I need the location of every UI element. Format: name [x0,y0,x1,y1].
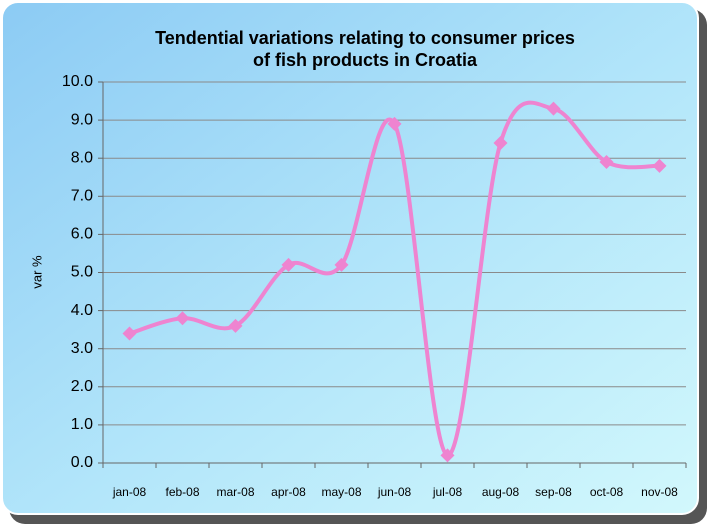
y-tick-label: 3.0 [71,340,93,357]
x-tick-label: jun-08 [377,485,412,499]
point-marker [387,116,402,131]
point-marker [652,158,667,173]
point-marker [122,326,137,341]
y-tick-label: 1.0 [71,416,93,433]
x-tick-label: aug-08 [482,485,520,499]
point-marker [175,311,190,326]
y-tick-label: 2.0 [71,378,93,395]
point-marker [440,448,455,463]
point-marker [493,135,508,150]
chart-title: of fish products in Croatia [253,50,478,70]
chart-background [1,1,699,515]
x-tick-label: mar-08 [216,485,254,499]
y-tick-label: 9.0 [71,111,93,128]
y-tick-label: 4.0 [71,302,93,319]
x-tick-label: jan-08 [112,485,147,499]
y-tick-label: 7.0 [71,188,93,205]
x-tick-label: sep-08 [535,485,572,499]
x-tick-label: jul-08 [432,485,463,499]
point-marker [599,155,614,170]
x-tick-label: apr-08 [271,485,306,499]
point-marker [546,101,561,116]
point-marker [281,257,296,272]
x-tick-label: may-08 [321,485,361,499]
y-tick-label: 6.0 [71,226,93,243]
point-marker [228,318,243,333]
chart-title: Tendential variations relating to consum… [155,28,575,48]
y-axis-label: var % [29,255,44,289]
x-tick-label: oct-08 [590,485,624,499]
y-tick-label: 10.0 [62,73,93,90]
y-tick-label: 8.0 [71,149,93,166]
point-marker [334,257,349,272]
y-tick-label: 5.0 [71,264,93,281]
x-tick-label: nov-08 [641,485,678,499]
x-tick-label: feb-08 [165,485,199,499]
y-tick-label: 0.0 [71,454,93,471]
